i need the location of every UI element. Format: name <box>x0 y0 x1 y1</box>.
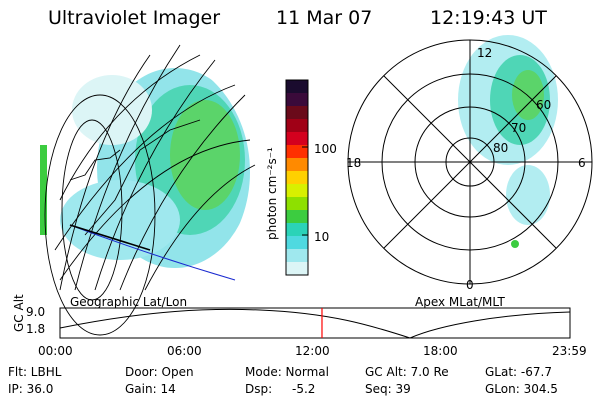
colorbar-tick-100: 100 <box>314 142 337 156</box>
colorbar <box>285 79 309 276</box>
glat-label: GLat: -67.7 <box>485 365 552 379</box>
colorbar-band <box>286 158 308 172</box>
altitude-xtick-4: 23:59 <box>552 344 587 358</box>
altitude-xtick-0: 00:00 <box>38 344 73 358</box>
colorbar-band <box>286 80 308 94</box>
glon-label: GLon: 304.5 <box>485 382 558 396</box>
gain-label: Gain: 14 <box>125 382 176 396</box>
mlt-label-12: 12 <box>477 46 493 60</box>
altitude-xtick-2: 12:00 <box>295 344 330 358</box>
time-label: 12:19:43 UT <box>430 7 547 29</box>
altitude-ytick-max: 9.0 <box>26 305 46 319</box>
door-label: Door: Open <box>125 365 194 379</box>
colorbar-band <box>286 106 308 120</box>
mlt-label-0: 0 <box>466 278 474 292</box>
colorbar-band <box>286 236 308 250</box>
gc-alt-label: GC Alt: 7.0 Re <box>365 365 449 379</box>
colorbar-band <box>286 132 308 146</box>
dsp-value: -5.2 <box>292 382 316 396</box>
colorbar-band <box>286 210 308 224</box>
dsp-label: Dsp: <box>245 382 273 396</box>
mode-label: Mode: Normal <box>245 365 329 379</box>
polar-plot-label: Apex MLat/MLT <box>415 295 505 309</box>
lat-label-60: 60 <box>536 98 552 112</box>
colorbar-band <box>286 197 308 211</box>
lat-label-80: 80 <box>493 141 509 155</box>
colorbar-band <box>286 145 308 159</box>
colorbar-band <box>286 184 308 198</box>
ip-label: IP: 36.0 <box>8 382 54 396</box>
altitude-xtick-1: 06:00 <box>167 344 202 358</box>
colorbar-band <box>286 93 308 107</box>
filter-label: Flt: LBHL <box>8 365 62 379</box>
colorbar-tick-10: 10 <box>314 230 330 244</box>
mlt-label-18: 18 <box>346 156 362 170</box>
colorbar-band <box>286 249 308 263</box>
colorbar-band <box>286 119 308 133</box>
altitude-xtick-3: 18:00 <box>423 344 458 358</box>
instrument-title: Ultraviolet Imager <box>48 7 221 29</box>
left-panel-label: Geographic Lat/Lon <box>70 295 188 309</box>
colorbar-band <box>286 262 308 276</box>
seq-label: Seq: 39 <box>365 382 411 396</box>
lat-label-70: 70 <box>511 121 527 135</box>
colorbar-band <box>286 223 308 237</box>
date-label: 11 Mar 07 <box>276 7 373 29</box>
altitude-ytick-min: 1.8 <box>26 322 46 336</box>
colorbar-band <box>286 171 308 185</box>
mlt-label-6: 6 <box>578 156 586 170</box>
